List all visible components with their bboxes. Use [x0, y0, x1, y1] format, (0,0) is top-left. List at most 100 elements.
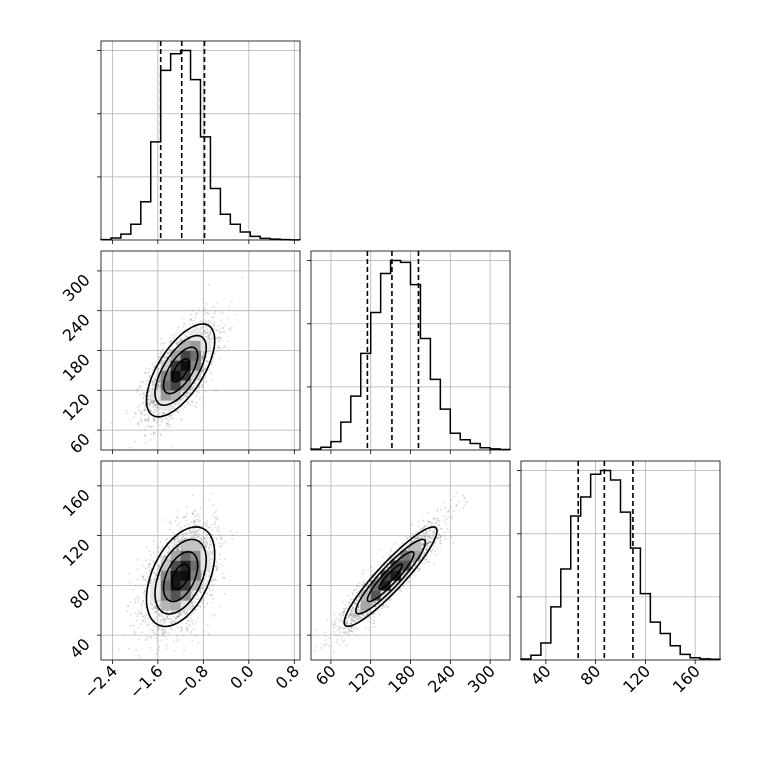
sample-point: [224, 345, 226, 347]
sample-point: [196, 327, 199, 329]
sample-point: [147, 566, 150, 569]
sample-point: [218, 335, 220, 338]
sample-point: [194, 533, 197, 536]
sample-point: [195, 313, 197, 316]
sample-point: [182, 326, 185, 328]
sample-point: [163, 428, 166, 430]
sample-point: [158, 404, 161, 407]
panel-content: [101, 251, 300, 450]
sample-point: [215, 516, 218, 519]
sample-point: [176, 342, 179, 345]
sample-point: [204, 524, 207, 526]
sample-point: [126, 610, 129, 613]
sample-point: [192, 604, 195, 607]
sample-point: [217, 340, 220, 342]
sample-point: [212, 597, 215, 600]
sample-point: [224, 541, 227, 543]
sample-point: [204, 332, 206, 335]
sample-point: [148, 564, 151, 566]
density-cell: [190, 350, 201, 361]
sample-point: [194, 601, 196, 603]
sample-point: [206, 360, 209, 363]
sample-point: [210, 379, 213, 382]
sample-point: [152, 411, 155, 414]
sample-point: [213, 526, 216, 529]
sample-point: [163, 629, 166, 631]
sample-point: [147, 420, 150, 422]
sample-point: [169, 342, 172, 344]
sample-point: [186, 331, 189, 333]
sample-point: [191, 386, 194, 388]
sample-point: [163, 555, 166, 557]
sample-point: [144, 603, 146, 606]
sample-point: [212, 551, 214, 553]
sample-point: [208, 331, 210, 334]
sample-point: [426, 542, 428, 545]
sample-point: [147, 418, 150, 421]
sample-point: [218, 542, 221, 544]
sample-point: [349, 613, 352, 616]
sample-point: [191, 594, 194, 597]
sample-point: [169, 416, 172, 419]
sample-point: [172, 546, 174, 549]
sample-point: [148, 562, 150, 565]
sample-point: [178, 541, 181, 543]
sample-point: [132, 416, 135, 419]
sample-point: [163, 619, 166, 622]
sample-point: [144, 435, 146, 437]
sample-point: [163, 556, 166, 558]
sample-point: [149, 405, 152, 407]
sample-point: [204, 380, 207, 383]
sample-point: [143, 589, 146, 592]
sample-point: [196, 594, 199, 597]
sample-point: [167, 352, 170, 355]
sample-point: [156, 370, 159, 373]
sample-point: [210, 545, 213, 548]
sample-point: [141, 402, 143, 405]
sample-point: [161, 615, 164, 618]
sample-point: [206, 330, 209, 333]
sample-point: [167, 551, 170, 554]
sample-point: [185, 622, 188, 624]
sample-point: [148, 376, 151, 379]
sample-point: [197, 617, 200, 619]
sample-point: [176, 615, 179, 618]
sample-point: [208, 547, 211, 550]
sample-point: [165, 423, 168, 425]
sample-point: [144, 409, 147, 411]
sample-point: [143, 393, 146, 396]
sample-point: [134, 632, 137, 635]
sample-point: [333, 651, 335, 653]
sample-point: [148, 424, 151, 427]
sample-point: [162, 412, 165, 415]
sample-point: [201, 355, 204, 357]
sample-point: [138, 404, 141, 407]
sample-point: [142, 600, 145, 603]
sample-point: [178, 612, 181, 615]
sample-point: [168, 556, 171, 559]
sample-point: [230, 326, 233, 329]
sample-point: [206, 525, 209, 527]
sample-point: [125, 409, 127, 412]
sample-point: [190, 313, 192, 316]
sample-point: [155, 404, 157, 407]
sample-point: [201, 535, 204, 538]
sample-point: [183, 323, 186, 326]
sample-point: [217, 527, 220, 530]
sample-point: [182, 634, 184, 637]
sample-point: [144, 418, 147, 421]
density-cell: [170, 570, 181, 581]
sample-point: [199, 398, 202, 400]
sample-point: [181, 419, 184, 422]
density-cell: [170, 550, 181, 561]
sample-point: [164, 618, 167, 621]
sample-point: [160, 639, 163, 641]
sample-point: [156, 626, 159, 628]
sample-point: [143, 592, 146, 595]
sample-point: [202, 325, 205, 328]
sample-point: [175, 616, 178, 618]
scatter-panel-p1-p2: [310, 460, 511, 661]
sample-point: [177, 548, 180, 551]
sample-point: [185, 610, 188, 613]
sample-point: [157, 634, 160, 636]
